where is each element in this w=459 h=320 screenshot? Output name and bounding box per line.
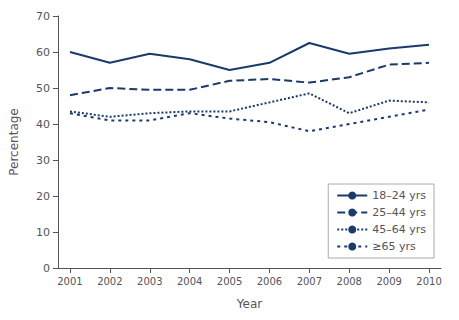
svg-text:40: 40 <box>36 118 50 131</box>
svg-text:2002: 2002 <box>97 276 122 287</box>
svg-text:70: 70 <box>36 10 50 23</box>
svg-text:45–64 yrs: 45–64 yrs <box>372 223 426 236</box>
svg-text:0: 0 <box>43 262 50 275</box>
svg-text:≥65 yrs: ≥65 yrs <box>372 240 416 253</box>
svg-text:2005: 2005 <box>217 276 242 287</box>
svg-text:2003: 2003 <box>137 276 162 287</box>
svg-text:2001: 2001 <box>57 276 82 287</box>
svg-text:10: 10 <box>36 226 50 239</box>
svg-text:2006: 2006 <box>257 276 282 287</box>
svg-text:25–44 yrs: 25–44 yrs <box>372 206 426 219</box>
svg-text:2007: 2007 <box>297 276 322 287</box>
svg-text:2009: 2009 <box>376 276 401 287</box>
svg-text:18–24 yrs: 18–24 yrs <box>372 189 426 202</box>
svg-text:2008: 2008 <box>337 276 362 287</box>
svg-text:Year: Year <box>236 297 262 311</box>
svg-text:60: 60 <box>36 46 50 59</box>
svg-text:2010: 2010 <box>416 276 441 287</box>
svg-text:2004: 2004 <box>177 276 202 287</box>
svg-text:30: 30 <box>36 154 50 167</box>
svg-text:20: 20 <box>36 190 50 203</box>
svg-text:Percentage: Percentage <box>7 108 21 176</box>
svg-text:50: 50 <box>36 82 50 95</box>
